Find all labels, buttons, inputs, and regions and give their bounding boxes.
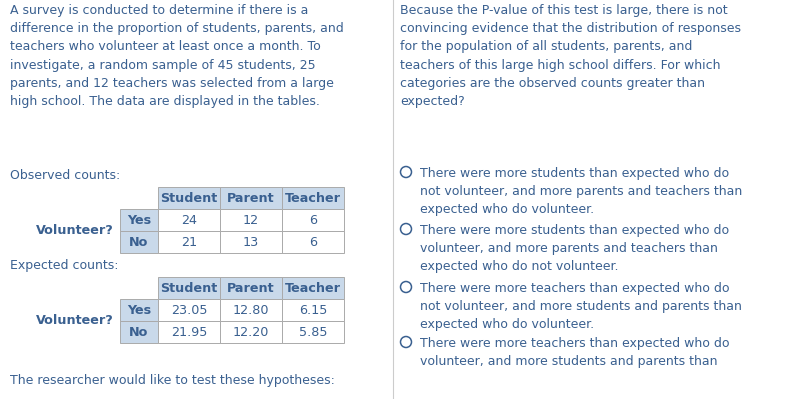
Bar xyxy=(158,299,220,321)
Bar xyxy=(220,299,282,321)
Bar xyxy=(282,299,344,321)
Bar xyxy=(158,321,220,343)
Bar xyxy=(158,277,220,299)
Text: 5.85: 5.85 xyxy=(299,326,327,338)
Bar xyxy=(282,187,344,209)
Text: 13: 13 xyxy=(243,235,259,249)
Bar xyxy=(220,277,282,299)
Text: 23.05: 23.05 xyxy=(171,304,207,316)
Bar xyxy=(282,277,344,299)
Text: 12: 12 xyxy=(243,213,259,227)
Text: No: No xyxy=(129,326,149,338)
Text: There were more students than expected who do
volunteer, and more parents and te: There were more students than expected w… xyxy=(420,224,729,273)
Text: Parent: Parent xyxy=(227,282,274,294)
Text: Parent: Parent xyxy=(227,192,274,205)
Bar xyxy=(120,299,158,321)
Bar xyxy=(120,209,158,231)
Text: 12.80: 12.80 xyxy=(233,304,269,316)
Text: Student: Student xyxy=(161,282,218,294)
Bar xyxy=(120,231,158,253)
Text: There were more teachers than expected who do
not volunteer, and more students a: There were more teachers than expected w… xyxy=(420,282,742,332)
Text: Yes: Yes xyxy=(127,213,151,227)
Bar xyxy=(282,209,344,231)
Text: 6: 6 xyxy=(309,213,317,227)
Text: Volunteer?: Volunteer? xyxy=(36,225,114,237)
Bar xyxy=(158,209,220,231)
Bar xyxy=(220,321,282,343)
Text: 21.95: 21.95 xyxy=(171,326,207,338)
Text: 24: 24 xyxy=(181,213,197,227)
Bar xyxy=(220,231,282,253)
Text: Expected counts:: Expected counts: xyxy=(10,259,119,272)
Text: Yes: Yes xyxy=(127,304,151,316)
Text: 6: 6 xyxy=(309,235,317,249)
Text: Volunteer?: Volunteer? xyxy=(36,314,114,328)
Bar xyxy=(282,321,344,343)
Text: 12.20: 12.20 xyxy=(233,326,269,338)
Text: 21: 21 xyxy=(181,235,197,249)
Text: A survey is conducted to determine if there is a
difference in the proportion of: A survey is conducted to determine if th… xyxy=(10,4,344,108)
Bar xyxy=(220,209,282,231)
Text: Teacher: Teacher xyxy=(285,282,341,294)
Bar xyxy=(220,187,282,209)
Text: There were more teachers than expected who do
volunteer, and more students and p: There were more teachers than expected w… xyxy=(420,337,729,368)
Bar xyxy=(120,321,158,343)
Text: There were more students than expected who do
not volunteer, and more parents an: There were more students than expected w… xyxy=(420,167,742,216)
Text: 6.15: 6.15 xyxy=(299,304,327,316)
Bar xyxy=(282,231,344,253)
Bar xyxy=(158,231,220,253)
Text: The researcher would like to test these hypotheses:: The researcher would like to test these … xyxy=(10,374,335,387)
Text: Teacher: Teacher xyxy=(285,192,341,205)
Text: Student: Student xyxy=(161,192,218,205)
Text: Because the P-value of this test is large, there is not
convincing evidence that: Because the P-value of this test is larg… xyxy=(400,4,741,108)
Text: Observed counts:: Observed counts: xyxy=(10,169,120,182)
Bar xyxy=(158,187,220,209)
Text: No: No xyxy=(129,235,149,249)
